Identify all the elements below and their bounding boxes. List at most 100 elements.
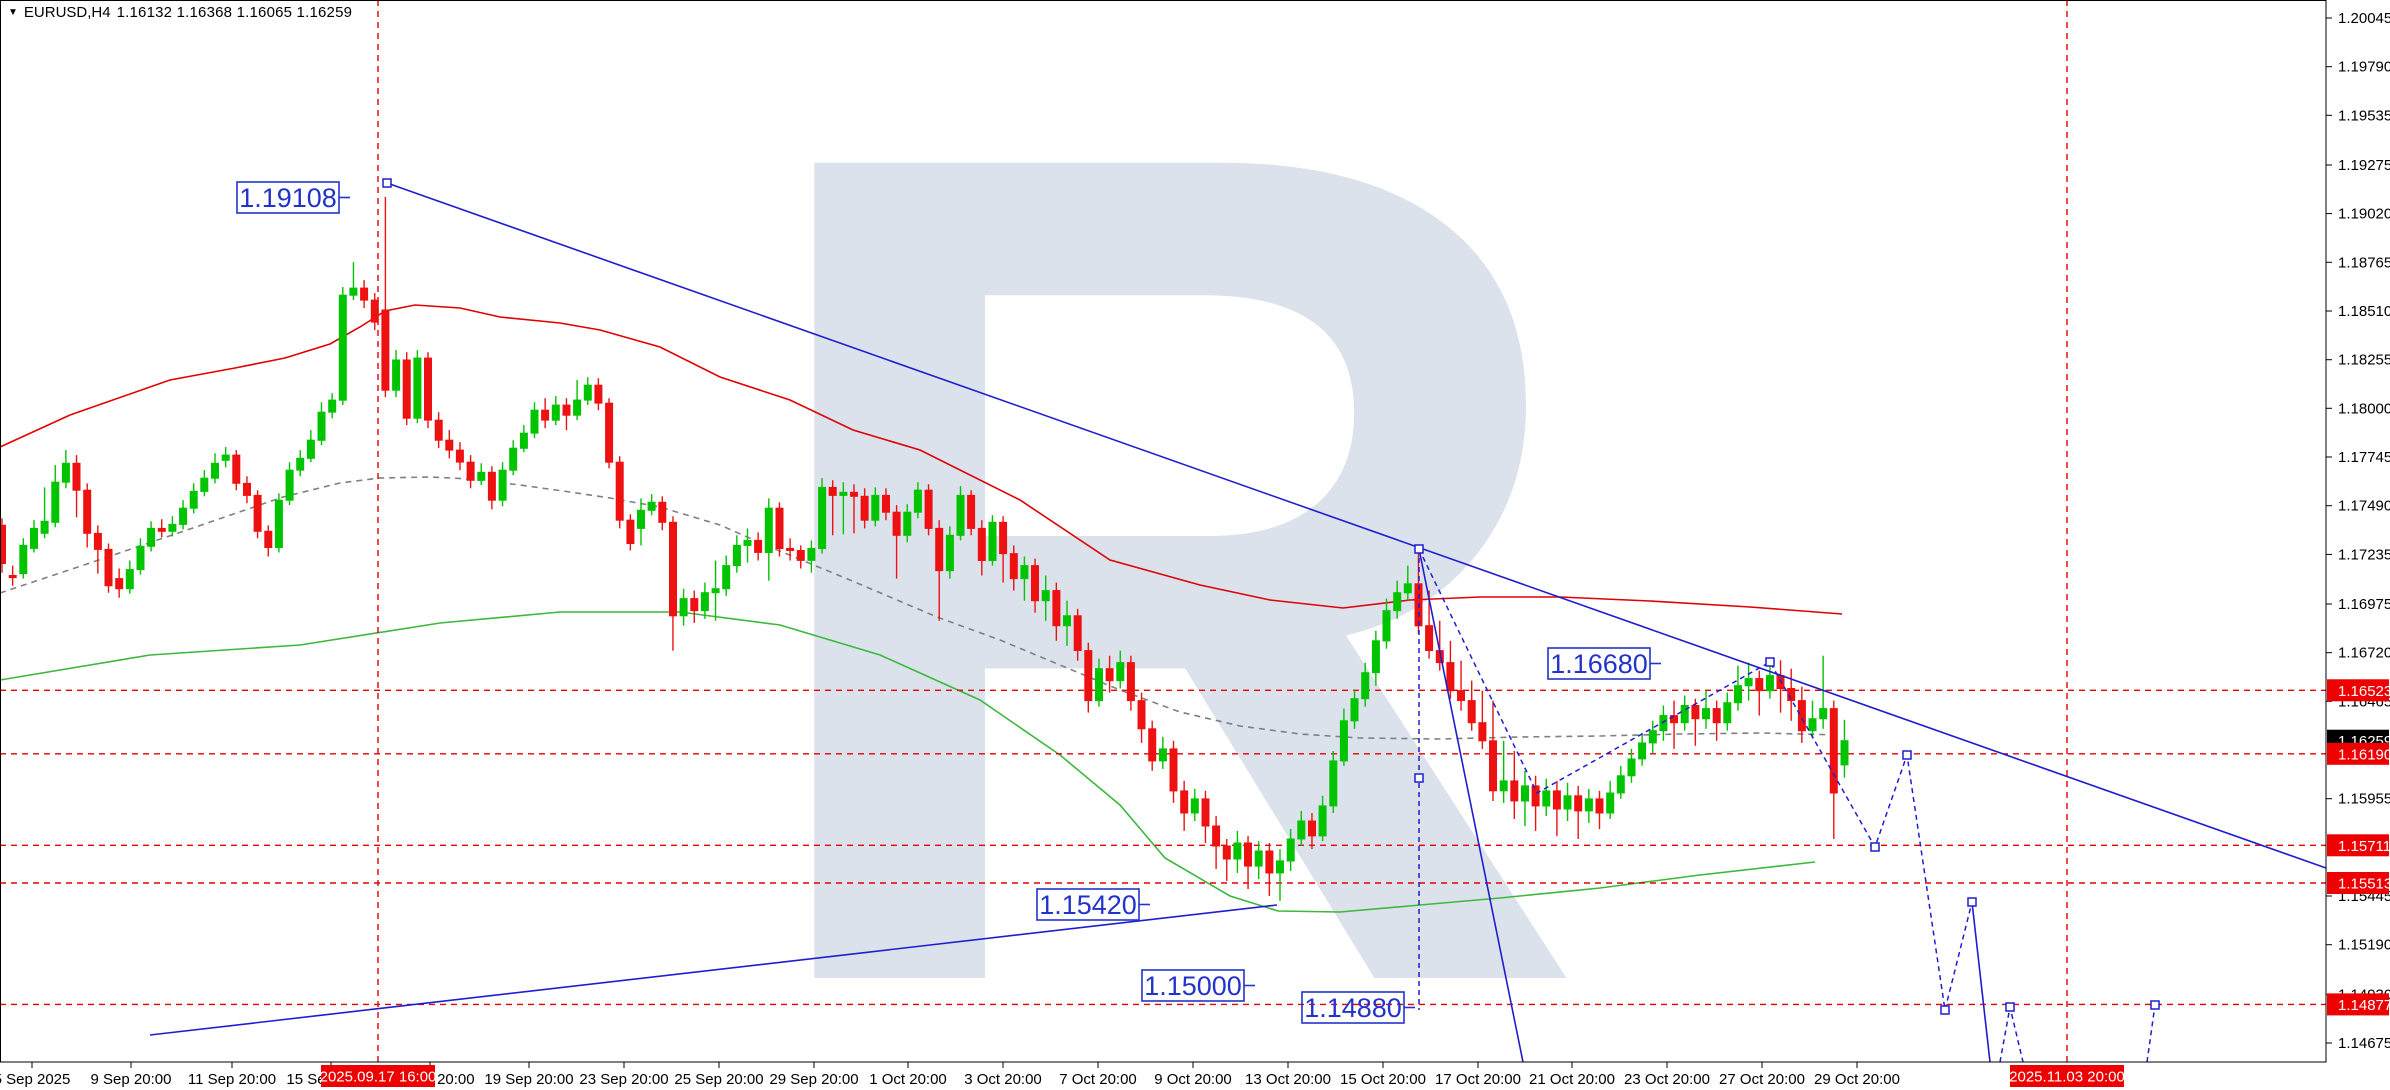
trendline-main[interactable] <box>386 182 2327 869</box>
candle-body[interactable] <box>637 509 645 529</box>
candle-body[interactable] <box>338 294 347 401</box>
time-axis[interactable]: 5 Sep 2025 9 Sep 20:00 11 Sep 20:00 15 Sep … <box>0 1062 2125 1088</box>
candle-body[interactable] <box>232 454 241 484</box>
candle-body[interactable] <box>1031 565 1039 602</box>
ma-fast-red[interactable] <box>0 304 1843 615</box>
candle-body[interactable] <box>935 527 944 572</box>
candle-body[interactable] <box>328 399 337 413</box>
candle-body[interactable] <box>1052 590 1061 627</box>
candle-body[interactable] <box>221 454 230 461</box>
candle-body[interactable] <box>19 544 28 575</box>
drawing-handle[interactable] <box>2005 1002 2015 1012</box>
candle-body[interactable] <box>189 490 198 509</box>
candle-body[interactable] <box>999 521 1008 555</box>
candle-body[interactable] <box>1446 662 1455 692</box>
candle-body[interactable] <box>796 550 805 561</box>
candle-body[interactable] <box>1265 850 1274 874</box>
candle-body[interactable] <box>743 539 752 546</box>
candle-body[interactable] <box>573 399 582 416</box>
candle-body[interactable] <box>40 520 49 534</box>
candle-body[interactable] <box>349 287 358 296</box>
candle-body[interactable] <box>211 462 219 479</box>
candle-body[interactable] <box>1510 780 1519 802</box>
candle-body[interactable] <box>1808 718 1817 732</box>
candle-body[interactable] <box>466 461 475 481</box>
candle-body[interactable] <box>967 494 976 529</box>
drawings[interactable] <box>149 178 2327 1063</box>
candle-body[interactable] <box>615 461 624 521</box>
candle-body[interactable] <box>1020 565 1029 580</box>
candle-body[interactable] <box>1691 705 1700 720</box>
candle-body[interactable] <box>168 523 177 532</box>
candle-body[interactable] <box>1744 678 1753 687</box>
candle-body[interactable] <box>1659 715 1668 732</box>
candle-body[interactable] <box>647 501 656 511</box>
candle-body[interactable] <box>381 309 390 391</box>
candle-body[interactable] <box>658 501 667 523</box>
candle-body[interactable] <box>519 432 528 449</box>
candle-body[interactable] <box>711 588 720 594</box>
trendline-steep[interactable] <box>1418 548 1524 1063</box>
candle-body[interactable] <box>562 404 571 416</box>
candle-body[interactable] <box>487 471 496 501</box>
candle-body[interactable] <box>583 384 592 401</box>
candle-body[interactable] <box>1308 820 1316 837</box>
candle-body[interactable] <box>1457 690 1465 701</box>
drawing-handle[interactable] <box>1870 842 1880 852</box>
drawing-handle[interactable] <box>1765 657 1775 667</box>
candle-body[interactable] <box>1180 790 1189 814</box>
candle-body[interactable] <box>871 494 880 521</box>
candle-body[interactable] <box>1425 625 1434 652</box>
candle-body[interactable] <box>1212 825 1221 847</box>
candle-body[interactable] <box>1126 662 1135 702</box>
candle-body[interactable] <box>296 457 305 471</box>
candle-body[interactable] <box>115 578 124 590</box>
candle-body[interactable] <box>850 491 858 497</box>
trendline-lower[interactable] <box>149 904 1278 1036</box>
candle-body[interactable] <box>1286 838 1295 862</box>
candle-body[interactable] <box>8 575 17 579</box>
candle-body[interactable] <box>1244 842 1252 867</box>
candle-body[interactable] <box>1276 860 1284 874</box>
candle-body[interactable] <box>317 411 326 441</box>
drawing-handle[interactable] <box>1414 773 1424 783</box>
candle-body[interactable] <box>1095 668 1103 702</box>
candle-body[interactable] <box>1201 798 1210 827</box>
candle-body[interactable] <box>903 511 912 536</box>
candle-body[interactable] <box>125 569 134 590</box>
candle-body[interactable] <box>1712 708 1721 724</box>
candle-body[interactable] <box>1190 798 1199 814</box>
candle-body[interactable] <box>1041 590 1050 602</box>
candle-body[interactable] <box>1734 685 1742 704</box>
price-levels[interactable] <box>0 0 2326 1062</box>
candle-body[interactable] <box>754 539 763 553</box>
candle-body[interactable] <box>860 495 869 521</box>
drawing-handle[interactable] <box>382 178 392 188</box>
zigzag-tail-2[interactable] <box>2146 1004 2156 1063</box>
candle-body[interactable] <box>807 547 816 561</box>
candle-body[interactable] <box>306 439 315 459</box>
candle-body[interactable] <box>1361 672 1370 700</box>
candle-body[interactable] <box>1680 705 1689 724</box>
candle-body[interactable] <box>956 494 965 536</box>
candle-body[interactable] <box>51 481 60 523</box>
candle-body[interactable] <box>264 530 273 548</box>
candle-body[interactable] <box>1627 758 1636 777</box>
candle-body[interactable] <box>1765 675 1774 692</box>
candle-body[interactable] <box>977 527 986 562</box>
candle-body[interactable] <box>1499 780 1508 792</box>
candle-body[interactable] <box>1254 850 1263 867</box>
candle-body[interactable] <box>1158 748 1167 762</box>
candle-body[interactable] <box>1606 792 1615 814</box>
candle-body[interactable] <box>1116 662 1125 682</box>
candle-body[interactable] <box>1169 748 1178 792</box>
candle-body[interactable] <box>445 439 454 451</box>
candle-body[interactable] <box>1489 740 1497 792</box>
candle-body[interactable] <box>1787 688 1796 701</box>
price-annotations[interactable]: 1.19108 1.16680 1.15420 1.15000 1.14880 <box>236 181 1661 1024</box>
candle-body[interactable] <box>1137 700 1146 730</box>
price-axis[interactable]: 1.20045 1.19790 1.19535 1.19275 1.19020 1.187… <box>2326 10 2390 1052</box>
candle-body[interactable] <box>732 544 741 567</box>
candle-body[interactable] <box>93 532 102 550</box>
candle-body[interactable] <box>541 409 550 421</box>
